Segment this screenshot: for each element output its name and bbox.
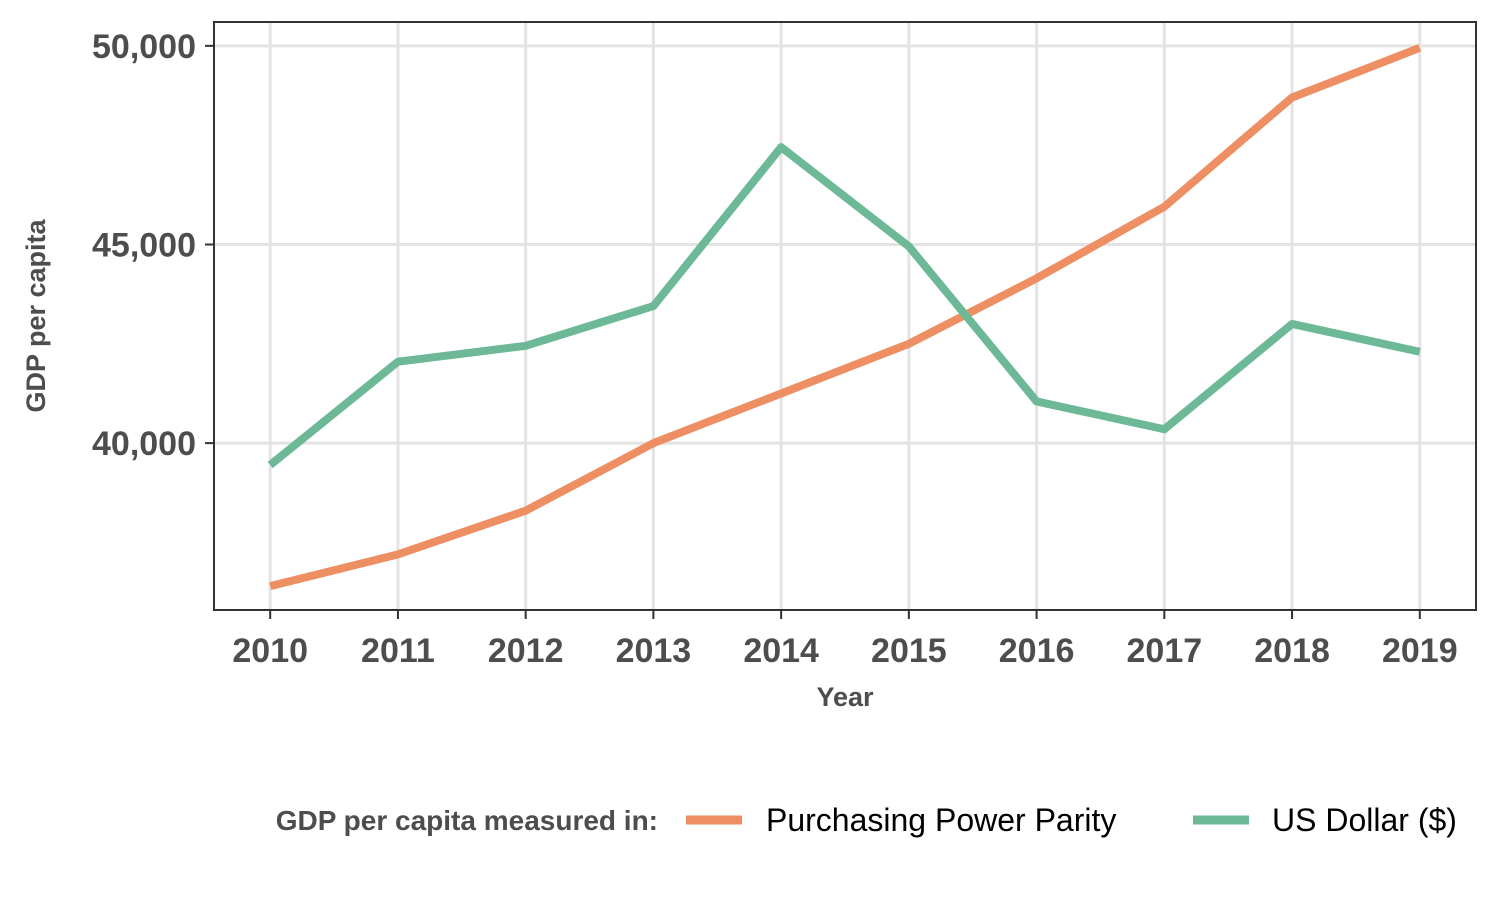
x-tick-label: 2016 bbox=[999, 632, 1075, 670]
y-axis-title: GDP per capita bbox=[21, 218, 51, 412]
series-line-ppp bbox=[269, 44, 1422, 591]
gridlines bbox=[214, 22, 1476, 610]
x-tick-label: 2010 bbox=[232, 632, 308, 670]
series-lines bbox=[267, 44, 1422, 591]
x-tick-label: 2017 bbox=[1127, 632, 1203, 670]
series-line-usd bbox=[267, 143, 1421, 469]
y-tick-label: 45,000 bbox=[92, 226, 196, 264]
x-tick-label: 2015 bbox=[871, 632, 947, 670]
legend-title: GDP per capita measured in: bbox=[276, 805, 658, 836]
plot-panel-border bbox=[213, 21, 1477, 611]
x-tick-label: 2013 bbox=[616, 632, 692, 670]
x-tick-label: 2018 bbox=[1254, 632, 1330, 670]
x-tick-label: 2011 bbox=[361, 632, 435, 670]
x-axis-title: Year bbox=[816, 682, 874, 712]
legend: GDP per capita measured in: Purchasing P… bbox=[276, 802, 1457, 838]
x-tick-label: 2014 bbox=[743, 632, 819, 670]
y-tick-label: 50,000 bbox=[92, 28, 196, 66]
y-tick-label: 40,000 bbox=[92, 425, 196, 463]
x-tick-label: 2012 bbox=[488, 632, 564, 670]
legend-label-ppp: Purchasing Power Parity bbox=[766, 802, 1116, 838]
legend-label-usd: US Dollar ($) bbox=[1272, 802, 1457, 838]
axes: 2010 2011 2012 2013 2014 2015 2016 2017 2018 2019… bbox=[92, 28, 1458, 670]
x-tick-label: 2019 bbox=[1382, 632, 1458, 670]
